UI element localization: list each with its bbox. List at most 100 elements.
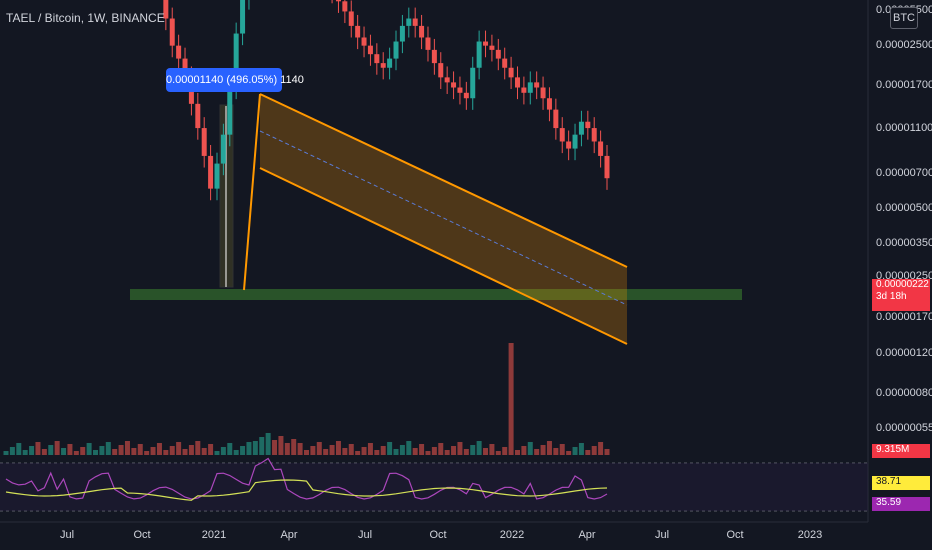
volume-bar xyxy=(419,444,425,455)
candle[interactable] xyxy=(406,18,412,26)
volume-bar xyxy=(208,444,214,455)
volume-bar xyxy=(585,450,591,455)
volume-bar xyxy=(508,343,514,455)
volume-bar xyxy=(150,447,156,455)
candle[interactable] xyxy=(470,67,476,99)
volume-bar xyxy=(22,450,28,455)
volume-bar xyxy=(233,450,239,455)
volume-bar xyxy=(425,451,431,455)
price-tick: 0.00002500 xyxy=(876,39,932,51)
volume-bar xyxy=(483,448,489,455)
volume-bar xyxy=(169,446,175,455)
candle[interactable] xyxy=(374,54,380,64)
candle[interactable] xyxy=(348,11,354,26)
candle[interactable] xyxy=(367,45,373,55)
price-tick: 0.00000120 xyxy=(876,347,932,359)
candle[interactable] xyxy=(412,18,418,26)
candle[interactable] xyxy=(176,45,182,59)
volume-bar xyxy=(124,441,130,455)
candle[interactable] xyxy=(463,92,469,99)
candle[interactable] xyxy=(387,58,393,68)
candle[interactable] xyxy=(457,87,463,93)
volume-bar xyxy=(598,442,604,455)
candle[interactable] xyxy=(476,41,482,68)
candle[interactable] xyxy=(604,155,610,179)
candle[interactable] xyxy=(438,63,444,78)
volume-bar xyxy=(278,436,284,455)
candle[interactable] xyxy=(566,141,572,149)
candle[interactable] xyxy=(169,18,175,46)
volume-bar xyxy=(272,440,278,455)
candle[interactable] xyxy=(553,109,559,129)
currency-button[interactable]: BTC xyxy=(890,7,918,29)
volume-bar xyxy=(105,442,111,455)
candle[interactable] xyxy=(591,128,597,142)
volume-bar xyxy=(80,447,86,455)
candle[interactable] xyxy=(540,87,546,99)
candle[interactable] xyxy=(483,41,489,46)
candle[interactable] xyxy=(527,82,533,93)
candle[interactable] xyxy=(585,121,591,129)
candle[interactable] xyxy=(598,141,604,156)
candle[interactable] xyxy=(220,134,226,164)
volume-bar xyxy=(444,450,450,455)
candle[interactable] xyxy=(431,49,437,64)
candle[interactable] xyxy=(572,134,578,149)
volume-bar xyxy=(265,433,271,455)
last-price-tag: 0.00000222 3d 18h xyxy=(872,279,930,311)
volume-bar xyxy=(137,444,143,455)
candle[interactable] xyxy=(419,25,425,38)
candle[interactable] xyxy=(451,82,457,88)
candle[interactable] xyxy=(214,163,220,189)
volume-bar xyxy=(591,446,597,455)
candle[interactable] xyxy=(335,0,341,2)
volume-bar xyxy=(578,443,584,455)
candle[interactable] xyxy=(502,58,508,68)
volume-bar xyxy=(259,437,265,455)
volume-bar xyxy=(67,444,73,455)
candle[interactable] xyxy=(240,0,246,34)
volume-bar xyxy=(41,449,47,455)
volume-bar xyxy=(240,446,246,455)
volume-bar xyxy=(227,443,233,455)
candle[interactable] xyxy=(208,155,214,189)
candle[interactable] xyxy=(534,82,540,88)
candle[interactable] xyxy=(489,45,495,50)
volume-bar xyxy=(361,447,367,455)
time-tick: Apr xyxy=(280,529,297,541)
candle[interactable] xyxy=(425,37,431,50)
volume-bar xyxy=(284,443,290,455)
candle[interactable] xyxy=(578,121,584,135)
volume-bar xyxy=(514,450,520,455)
candle[interactable] xyxy=(342,1,348,12)
volume-bar xyxy=(329,445,335,455)
candle[interactable] xyxy=(521,87,527,93)
candle[interactable] xyxy=(361,37,367,46)
candle[interactable] xyxy=(233,33,239,88)
candle[interactable] xyxy=(546,98,552,110)
candle[interactable] xyxy=(508,67,514,78)
candle[interactable] xyxy=(355,25,361,38)
candle[interactable] xyxy=(444,77,450,83)
descending-channel[interactable] xyxy=(260,94,627,344)
support-zone[interactable] xyxy=(130,289,742,300)
candle[interactable] xyxy=(559,128,565,142)
candle[interactable] xyxy=(393,41,399,59)
candle[interactable] xyxy=(163,0,169,19)
price-tick: 0.00000055 xyxy=(876,422,932,434)
candle[interactable] xyxy=(380,63,386,68)
time-tick: Jul xyxy=(358,529,372,541)
volume-bar xyxy=(380,446,386,455)
volume-bar xyxy=(73,451,79,455)
candle[interactable] xyxy=(195,103,201,129)
candle[interactable] xyxy=(182,58,188,78)
volume-bar xyxy=(489,444,495,455)
candle[interactable] xyxy=(514,77,520,88)
volume-bar xyxy=(470,445,476,455)
volume-bar xyxy=(118,445,124,455)
candle[interactable] xyxy=(201,128,207,156)
candle[interactable] xyxy=(227,87,233,135)
candle[interactable] xyxy=(399,25,405,42)
candle[interactable] xyxy=(495,49,501,59)
